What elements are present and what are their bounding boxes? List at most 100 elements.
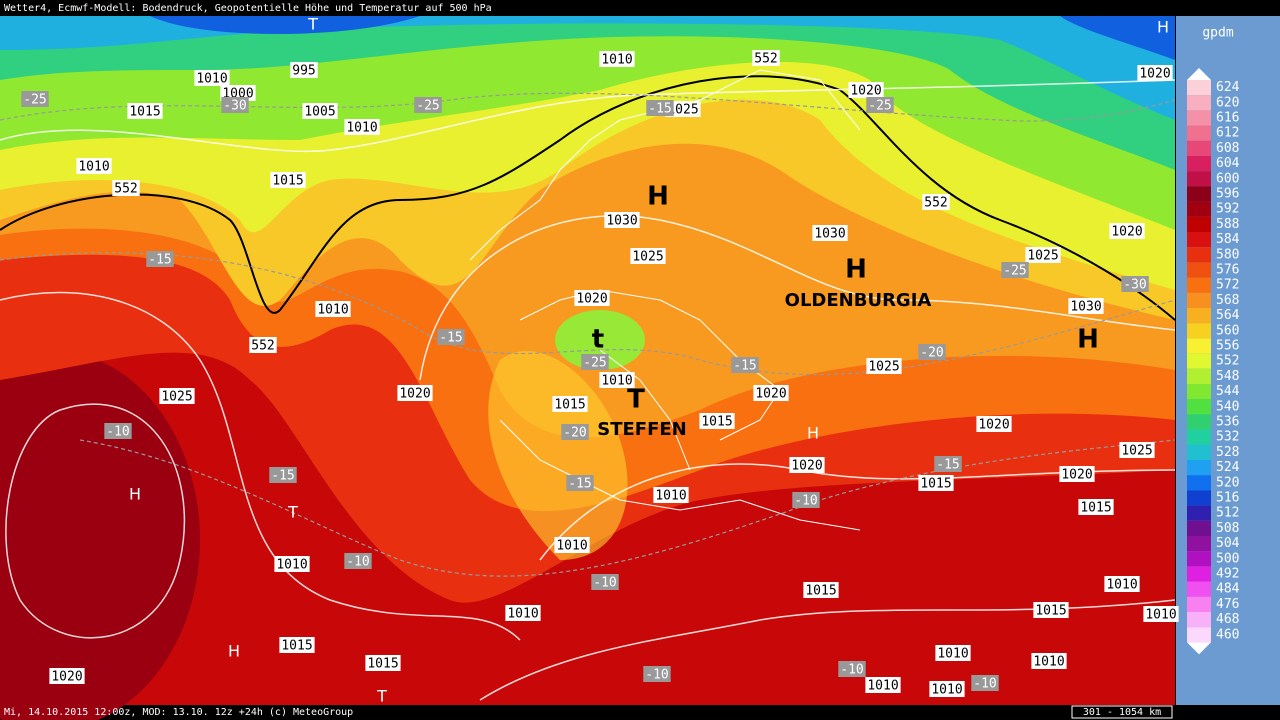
pressure-label: 1020 [755,387,786,402]
temperature-label: -25 [23,93,46,108]
legend-value: 592 [1216,202,1239,217]
legend-value: 612 [1216,126,1239,141]
legend-value: 492 [1216,567,1239,582]
legend-swatch [1187,247,1211,263]
legend-value: 524 [1216,460,1240,475]
pressure-label: 1010 [601,374,632,389]
pressure-label: 1010 [1106,578,1137,593]
pressure-label-box [302,103,338,119]
pressure-label: 1020 [1139,67,1170,82]
pressure-label-box [803,582,839,598]
pressure-label-box [270,172,306,188]
pressure-label: 1015 [367,657,398,672]
temperature-label-box [581,354,609,370]
temperature-label-box [561,424,589,440]
temperature-label: -10 [794,494,817,509]
pressure-label-box [699,413,735,429]
legend-value: 596 [1216,187,1239,202]
pressure-label-box [929,681,965,697]
legend-swatch [1187,490,1211,506]
pressure-label: 1025 [1121,444,1152,459]
temperature-label: -30 [1123,278,1146,293]
pressure-label-box [922,194,950,210]
pressure-label: 1015 [554,398,585,413]
legend-swatch [1187,323,1211,339]
legend-value: 564 [1216,308,1240,323]
pressure-label: 1010 [1145,608,1176,623]
pressure-label-box [159,388,195,404]
legend-swatch [1187,551,1211,567]
pressure-label-box [290,62,318,78]
pressure-label-box [274,556,310,572]
system-name: STEFFEN [597,419,687,440]
legend-swatch [1187,444,1211,460]
pressure-label-box [1109,223,1145,239]
pressure-label-box [1104,576,1140,592]
pressure-label-box [1137,65,1173,81]
pressure-label: 1010 [867,679,898,694]
pressure-label: 1020 [1061,468,1092,483]
pressure-center: T [376,687,387,706]
pressure-label-box [249,337,277,353]
legend-swatch [1187,95,1211,111]
legend-swatch [1187,566,1211,582]
pressure-label-box [599,51,635,67]
legend-value: 616 [1216,111,1239,126]
temperature-label: -25 [583,356,606,371]
legend-swatch [1187,110,1211,126]
pressure-label: 1025 [868,360,899,375]
temperature-label: -25 [868,99,891,114]
pressure-label-box [112,180,140,196]
legend-swatch [1187,125,1211,141]
pressure-label: 552 [924,196,947,211]
pressure-label: 1015 [272,174,303,189]
temperature-label: -10 [106,425,129,440]
legend-swatch [1187,612,1211,628]
legend-value: 504 [1216,536,1240,551]
pressure-label-box [279,637,315,653]
legend-value: 548 [1216,369,1239,384]
pressure-center: H [1157,18,1169,37]
legend-swatch [1187,338,1211,354]
pressure-center: H [228,642,240,661]
pressure-label-box [848,82,884,98]
pressure-label-box [789,457,825,473]
legend-value: 572 [1216,278,1239,293]
pressure-label-box [812,225,848,241]
pressure-label: 1005 [304,105,335,120]
pressure-label: 1030 [1070,300,1101,315]
temperature-label: -15 [733,359,756,374]
pressure-label-box [1119,442,1155,458]
scale-box [1071,705,1173,719]
temperature-label: -15 [648,102,671,117]
pressure-label: 1010 [276,558,307,573]
pressure-label: 1020 [978,418,1009,433]
pressure-label-box [574,290,610,306]
legend-swatch [1187,262,1211,278]
pressure-label: 1015 [1035,604,1066,619]
pressure-center: H [129,485,141,504]
temperature-label: -10 [346,555,369,570]
pressure-label-box [552,396,588,412]
scale-text: 301 - 1054 km [1083,707,1161,718]
legend-swatch [1187,277,1211,293]
legend-value: 624 [1216,80,1240,95]
pressure-label: 1010 [196,72,227,87]
legend-swatch [1187,399,1211,415]
legend-swatch [1187,292,1211,308]
legend-value: 500 [1216,551,1239,566]
pressure-label: 1010 [655,489,686,504]
pressure-label-box [630,248,666,264]
temperature-label-box [591,574,619,590]
legend-value: 476 [1216,597,1239,612]
legend-value: 560 [1216,323,1239,338]
temperature-label-box [1001,262,1029,278]
pressure-label: 1010 [346,121,377,136]
pressure-label: 1020 [850,84,881,99]
temperature-label-box [414,97,442,113]
pressure-label: 552 [251,339,274,354]
legend-value: 568 [1216,293,1239,308]
legend-swatch [1187,384,1211,400]
